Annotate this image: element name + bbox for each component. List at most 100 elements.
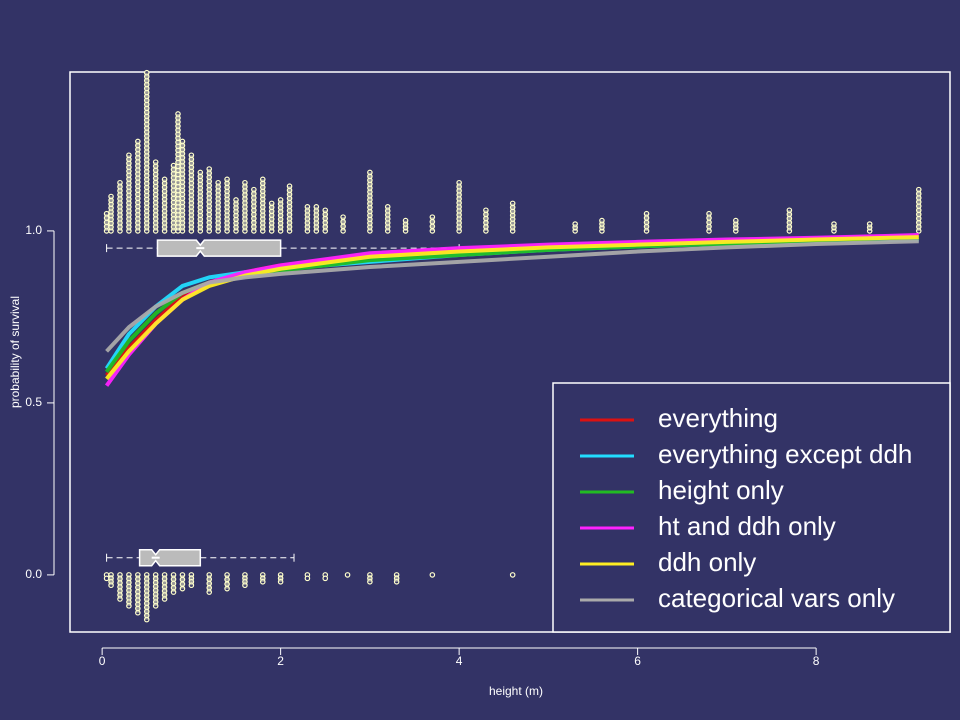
dot-fill [117, 574, 122, 599]
dot-fill [707, 213, 712, 231]
dot-fill [153, 162, 158, 231]
x-tick-label: 4 [456, 654, 463, 668]
dot-fill [117, 182, 122, 231]
dot-stack [831, 221, 837, 234]
dot-stack [322, 572, 329, 582]
dot-fill [126, 574, 131, 606]
dot-stack [866, 221, 873, 234]
dot-stack [143, 69, 150, 234]
dot-fill [831, 224, 836, 231]
dot [322, 575, 329, 582]
dot-fill [644, 213, 649, 231]
dot-stack [135, 572, 141, 616]
dot-fill [457, 182, 462, 231]
dot-fill [278, 199, 283, 231]
dot-stack [304, 204, 311, 234]
dot-fill [278, 574, 283, 582]
legend-label: ddh only [658, 547, 756, 577]
dot-fill [216, 182, 221, 231]
dot-fill [394, 574, 399, 582]
dot-fill [242, 182, 247, 231]
dot-fill [198, 172, 203, 231]
dot-stack [103, 572, 110, 582]
dot-fill [260, 179, 265, 231]
y-tick-label: 0.5 [25, 395, 42, 409]
dot-stack [259, 572, 266, 585]
dot-stack [268, 200, 275, 234]
dot-stack [135, 138, 141, 234]
dot-fill [135, 141, 140, 231]
dot-fill [287, 186, 292, 231]
dot-fill [225, 179, 230, 231]
dot-fill [162, 574, 167, 599]
dot-fill [323, 210, 328, 231]
dot [103, 575, 110, 582]
dot-stack [126, 572, 132, 609]
dot-stack [402, 217, 409, 234]
y-axis-label: probability of survival [8, 296, 22, 408]
dot-stack [233, 197, 239, 234]
dot-stack [509, 572, 516, 578]
legend-label: categorical vars only [658, 583, 895, 613]
dot-fill [144, 574, 149, 620]
dot-fill [867, 224, 872, 231]
dot-stack [206, 572, 213, 595]
dot-stack [509, 200, 516, 234]
dot-stack [429, 572, 436, 578]
dot-stack [251, 186, 257, 234]
dot-stack [188, 572, 195, 589]
dot-stack [599, 217, 605, 234]
dot-stack [224, 572, 230, 592]
dot-fill [510, 203, 515, 231]
dot-stack [152, 572, 159, 609]
dot-stack [126, 152, 132, 234]
dot [509, 572, 516, 578]
legend-label: ht and ddh only [658, 511, 836, 541]
x-axis-label: height (m) [489, 684, 543, 698]
dot-stack [175, 111, 181, 234]
dot-stack [206, 166, 213, 234]
dot-fill [242, 574, 247, 586]
dot [344, 572, 351, 578]
dot-stack [429, 214, 436, 234]
dot-stack [152, 159, 159, 234]
dot-stack [367, 572, 373, 585]
dot-stack [117, 179, 123, 234]
dot-fill [162, 179, 167, 231]
dot-fill [180, 141, 185, 231]
dot-fill [135, 574, 140, 613]
legend: everything everything except ddh height on… [552, 382, 951, 633]
dot-stack [108, 193, 114, 234]
dot-fill [189, 155, 194, 231]
dot [429, 572, 436, 578]
x-tick-label: 8 [813, 654, 820, 668]
dot-fill [916, 189, 921, 231]
dot-fill [207, 574, 212, 593]
dot-stack [161, 176, 168, 234]
dot-fill [260, 574, 265, 582]
dot-stack [170, 572, 177, 595]
y-tick-label: 1.0 [25, 223, 42, 237]
dot-stack [344, 572, 351, 578]
dot-fill [109, 196, 114, 231]
dot-fill [189, 574, 194, 586]
dot-fill [733, 220, 738, 231]
dot-stack [286, 183, 293, 234]
dot-stack [483, 207, 489, 234]
plot-frame [69, 71, 951, 633]
box [156, 239, 282, 257]
legend-label: everything except ddh [658, 439, 912, 469]
y-tick-label: 0.0 [25, 567, 42, 581]
dot-stack [242, 572, 248, 589]
dot-stack [304, 572, 311, 582]
dot-fill [403, 220, 408, 231]
dot-fill [430, 217, 435, 231]
dot-stack [143, 572, 150, 623]
dot-fill [483, 210, 488, 231]
dot-fill [171, 574, 176, 593]
dot-stack [393, 572, 400, 585]
legend-label: everything [658, 403, 778, 433]
dot-stack [367, 169, 373, 234]
dot-stack [786, 207, 793, 234]
